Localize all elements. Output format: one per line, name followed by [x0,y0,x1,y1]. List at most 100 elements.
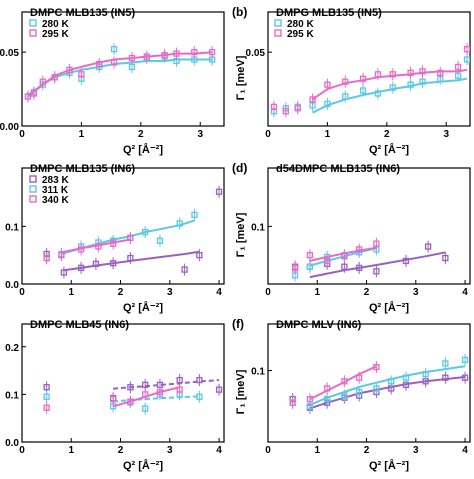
panel-d: (d) d54DMPC MLB135 (IN6) 0 1 2 3 4 0.1 Q² [Å⁻²] Γ… [232,161,471,314]
series-cyan [24,43,216,103]
data-point [95,243,102,250]
x-tick-label: 1 [68,287,74,298]
data-point [43,404,50,411]
data-point [389,84,396,91]
data-point [442,374,449,381]
legend-marker [29,185,37,193]
series-cyan [289,353,469,413]
series-layer [24,43,216,103]
legend-marker [29,175,37,183]
data-point [109,395,117,403]
fit-line [309,251,446,279]
data-point [161,51,168,59]
panel-b: (b) DMPG MLB135 (IN5) 0 1 2 3 0.05 Q² [Å⁻²] Γ₁ [… [232,5,471,156]
data-point [110,59,118,66]
data-point [341,392,348,399]
data-point [51,74,58,81]
data-point [294,105,301,112]
data-point [407,69,414,76]
y-tick-label: 0.1 [251,367,265,378]
data-point [373,385,380,392]
data-point [191,49,198,56]
series-layer [43,374,223,415]
x-tick-label: 3 [167,445,173,456]
series-cyan [270,53,470,118]
data-point [60,269,68,276]
data-point [270,103,278,110]
data-point [309,96,316,103]
data-point [341,253,348,260]
data-point [422,370,429,378]
data-point [77,246,85,253]
y-axis-label: Γ₁ [meV] [235,212,247,257]
data-point [323,395,331,403]
data-point [374,90,382,97]
data-point [454,72,462,79]
x-tick-label: 2 [138,129,144,140]
data-point [196,252,203,259]
legend-label: 295 K [287,29,314,40]
x-tick-label: 3 [443,129,449,140]
panel-a: DMPC MLB135 (IN5) 0 1 2 3 0.00 0.05 Q² [Å⁻²] 280… [0,7,225,156]
data-point [143,53,150,60]
data-point [442,360,449,367]
fit-line [309,247,377,267]
series-pink [289,361,380,409]
x-tick-label: 3 [413,445,419,456]
y-tick-label: 0.05 [246,48,266,59]
data-point [461,374,469,381]
y-tick-label: 0.1 [251,222,265,233]
data-point [324,100,331,107]
legend-marker [29,19,37,27]
plot-frame [21,323,225,443]
legend-marker [274,29,282,37]
data-point [355,374,363,381]
chart-title: DMPC MLB45 (IN6) [30,319,129,331]
data-point [373,240,380,247]
panel-label: (d) [232,161,247,175]
series-pink [43,231,134,265]
series-purple [289,371,469,414]
data-point [181,266,188,273]
data-point [289,399,296,406]
fit-line [309,365,466,406]
series-layer [43,185,223,279]
data-point [324,81,331,88]
data-point [424,243,432,250]
data-point [306,395,314,403]
x-axis-label: Q² [Å⁻²] [123,143,163,156]
data-point [388,378,395,385]
series-pink [270,43,470,118]
y-tick-label: 0.1 [5,390,19,401]
data-point [374,71,382,78]
data-point [142,405,149,412]
data-point [419,68,426,75]
chart-title: d54DMPC MLB135 (IN6) [276,163,400,175]
data-point [127,384,134,391]
data-point [127,254,134,262]
data-point [173,50,180,57]
panel-label: (f) [232,317,244,331]
data-point [127,398,134,405]
legend-label: 280 K [42,19,69,30]
plot-frame [267,323,471,443]
data-point [282,108,289,115]
data-point [306,252,314,259]
x-tick-label: 4 [462,445,468,456]
data-point [142,228,149,236]
x-tick-label: 0 [19,445,25,456]
data-point [437,69,444,76]
data-point [342,78,349,85]
data-point [92,260,100,267]
data-point [419,78,426,85]
x-axis-label: Q² [Å⁻²] [123,301,163,314]
data-point [109,260,117,267]
data-point [176,220,183,227]
data-point [461,356,469,364]
data-point [176,376,183,384]
data-point [110,46,118,53]
data-point [402,374,410,381]
y-tick-label: 0.1 [5,222,19,233]
x-tick-label: 1 [325,129,331,140]
x-tick-label: 3 [167,287,173,298]
